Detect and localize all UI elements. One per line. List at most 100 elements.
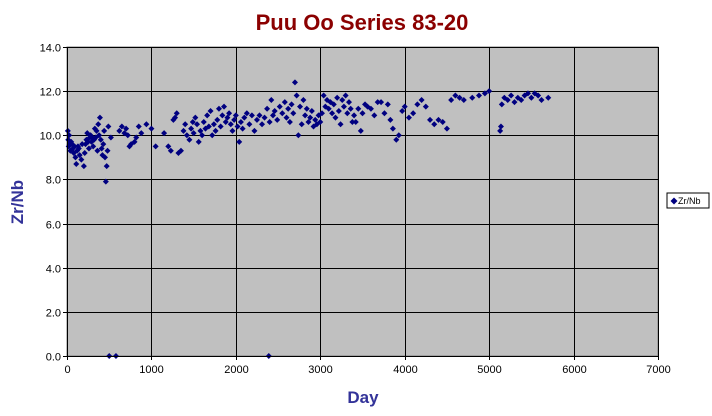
data-point (73, 160, 80, 167)
data-point (107, 134, 114, 141)
data-point (100, 141, 107, 148)
data-point (205, 123, 212, 130)
data-point (371, 112, 378, 119)
data-point (393, 136, 400, 143)
data-point (342, 92, 349, 99)
data-point (504, 96, 511, 103)
legend-box (666, 192, 710, 209)
data-point (524, 90, 531, 97)
data-point (334, 94, 341, 101)
data-point (101, 127, 108, 134)
data-point (222, 119, 229, 126)
data-point (118, 123, 125, 130)
data-point (180, 127, 187, 134)
data-point (427, 116, 434, 123)
data-point (317, 119, 324, 126)
data-point (286, 119, 293, 126)
data-point (251, 127, 258, 134)
data-point (237, 119, 244, 126)
data-point (318, 110, 325, 117)
data-point (231, 116, 238, 123)
data-point (302, 112, 309, 119)
data-point (85, 138, 92, 145)
data-point (339, 96, 346, 103)
data-point (239, 125, 246, 132)
data-point (81, 149, 88, 156)
data-point (378, 99, 385, 106)
data-point (325, 105, 332, 112)
data-point (271, 108, 278, 115)
data-point (332, 114, 339, 121)
data-point (508, 92, 515, 99)
chart-title: Puu Oo Series 83-20 (256, 10, 469, 35)
data-point (96, 114, 103, 121)
data-point (190, 130, 197, 137)
data-point (330, 101, 337, 108)
data-point (210, 121, 217, 128)
data-point (329, 110, 336, 117)
y-tick-label: 0.0 (46, 352, 61, 364)
data-point (497, 127, 504, 134)
data-point (219, 112, 226, 119)
data-point (246, 121, 253, 128)
y-tick-label: 8.0 (46, 175, 61, 187)
data-point (241, 114, 248, 121)
data-point (98, 145, 105, 152)
data-point (93, 127, 100, 134)
data-point (226, 110, 233, 117)
x-tick-label: 1000 (139, 364, 163, 376)
data-point (167, 147, 174, 154)
data-point (448, 96, 455, 103)
data-point (374, 99, 381, 106)
data-point (209, 132, 216, 139)
data-point (116, 127, 123, 134)
x-tick-label: 4000 (393, 364, 417, 376)
data-point (349, 119, 356, 126)
data-point (460, 96, 467, 103)
data-point (352, 119, 359, 126)
data-point (497, 123, 504, 130)
data-point (96, 132, 103, 139)
data-point (443, 125, 450, 132)
data-point (101, 154, 108, 161)
data-point (312, 116, 319, 123)
data-point (305, 119, 312, 126)
grid-lines (67, 47, 659, 357)
legend-marker-diamond-icon (670, 197, 678, 205)
data-point (79, 141, 86, 148)
data-point (320, 92, 327, 99)
data-point (207, 108, 214, 115)
data-point (195, 138, 202, 145)
data-point (399, 108, 406, 115)
data-point (410, 110, 417, 117)
data-point (290, 110, 297, 117)
data-point (511, 99, 518, 106)
data-point (217, 123, 224, 130)
data-point (276, 103, 283, 110)
data-point (476, 92, 483, 99)
legend-label: Zr/Nb (678, 196, 701, 206)
data-point (279, 110, 286, 117)
data-point (297, 103, 304, 110)
x-tick-label: 5000 (477, 364, 501, 376)
data-point (199, 132, 206, 139)
data-point (359, 110, 366, 117)
data-point (194, 121, 201, 128)
y-tick-label: 2.0 (46, 308, 61, 320)
data-point (95, 121, 102, 128)
data-point (135, 123, 142, 130)
data-point (418, 96, 425, 103)
y-tick-label: 12.0 (40, 87, 61, 99)
data-point (344, 110, 351, 117)
data-point (401, 103, 408, 110)
data-point (283, 114, 290, 121)
data-point (395, 132, 402, 139)
legend: Zr/Nb (666, 192, 710, 209)
data-point (298, 121, 305, 128)
data-point (103, 163, 110, 170)
data-point (229, 127, 236, 134)
data-point (148, 125, 155, 132)
data-point (300, 96, 307, 103)
x-axis-ticks: 0 1000 2000 3000 4000 5000 6000 7000 (64, 356, 671, 376)
data-point (76, 152, 83, 159)
